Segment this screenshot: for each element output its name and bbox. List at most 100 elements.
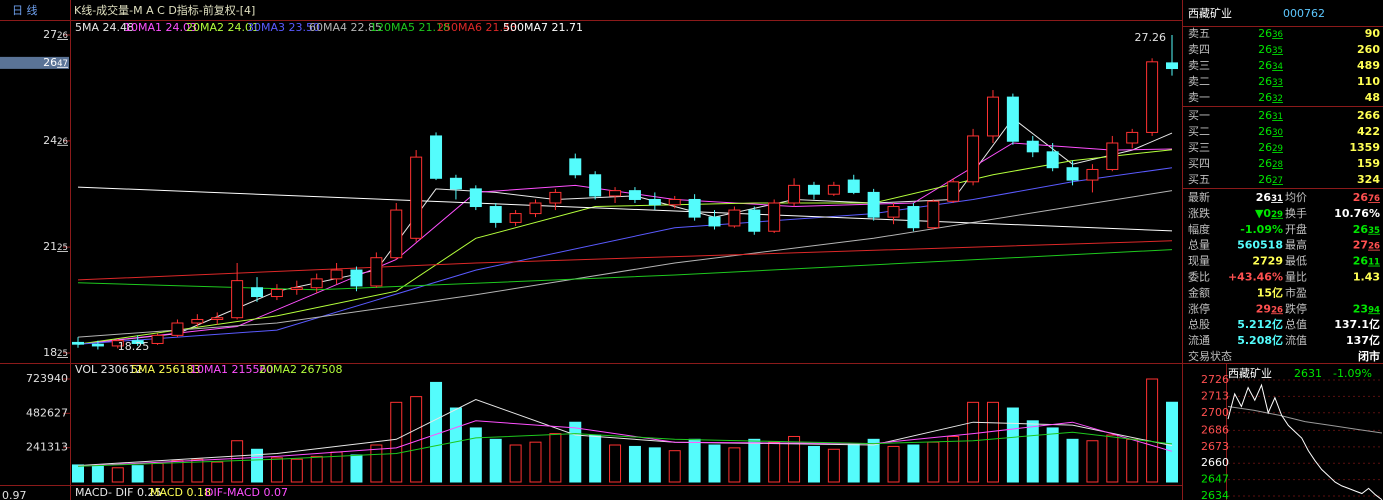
- stat-label: 跌停: [1285, 301, 1307, 315]
- y-tick-label: 1825: [43, 346, 68, 359]
- volume-bar: [72, 464, 84, 483]
- book-price: 2627: [1258, 173, 1283, 186]
- candle-body: [151, 334, 164, 344]
- stat-label: 总量: [1188, 238, 1210, 252]
- macd-legend: DIF-MACD 0.07: [205, 486, 288, 499]
- book-volume: 489: [1357, 59, 1380, 72]
- book-volume: 159: [1357, 157, 1380, 170]
- stat-value: +43.46%: [1228, 271, 1283, 284]
- mini-tick-label: 2660: [1201, 456, 1229, 469]
- candle-body: [1086, 168, 1099, 181]
- volume-bar: [907, 444, 920, 483]
- book-label: 买一: [1188, 109, 1210, 122]
- volume-bar: [1166, 401, 1178, 483]
- volume-bar: [867, 438, 880, 483]
- candle-body: [947, 181, 960, 202]
- stat-label: 总股: [1188, 317, 1210, 331]
- stat-label: 量比: [1285, 271, 1307, 284]
- volume-bar: [251, 448, 264, 483]
- candle-body: [330, 269, 343, 280]
- stat-label: 开盘: [1285, 222, 1307, 236]
- volume-bar: [887, 445, 900, 483]
- volume-bar: [947, 435, 960, 483]
- stat-label: 涨跌: [1188, 206, 1210, 220]
- ma-legend: 20MA2 24.01: [186, 21, 259, 34]
- book-label: 卖五: [1188, 27, 1210, 40]
- book-price: 2636: [1258, 27, 1283, 40]
- book-label: 卖二: [1188, 75, 1210, 88]
- book-volume: 48: [1365, 91, 1380, 104]
- stat-label: 流通: [1188, 333, 1210, 347]
- volume-bar: [370, 444, 383, 483]
- candle-body: [847, 179, 860, 193]
- y-tick-label: 2125: [43, 240, 68, 253]
- candle-body: [967, 135, 980, 183]
- stat-value: 560518: [1237, 239, 1283, 252]
- y-tick-label: 2726: [43, 28, 68, 41]
- candle-body: [1106, 142, 1119, 170]
- candle-body: [231, 280, 244, 319]
- stock-code: 000762: [1283, 7, 1325, 20]
- candle-body: [131, 340, 144, 344]
- candle-body: [1006, 96, 1019, 142]
- candle-body: [251, 287, 264, 298]
- stat-value: 1.43: [1353, 271, 1380, 284]
- stat-value: ▼029: [1255, 207, 1283, 220]
- vol-ma-line: [77, 431, 1173, 467]
- book-volume: 422: [1357, 125, 1380, 138]
- volume-bar: [489, 438, 502, 483]
- indicator-title[interactable]: K线-成交量-M A C D指标-前复权-[4]: [74, 3, 255, 17]
- candle-body: [728, 209, 741, 227]
- stat-label: 市盈: [1285, 285, 1307, 299]
- candle-body: [1066, 167, 1079, 181]
- stat-label: 涨停: [1188, 301, 1210, 315]
- book-price: 2635: [1258, 43, 1283, 56]
- volume-bar: [211, 461, 224, 483]
- stat-label: 交易状态: [1188, 349, 1232, 363]
- candle-body: [1146, 61, 1159, 133]
- volume-bar: [788, 435, 801, 483]
- book-price: 2630: [1258, 125, 1283, 138]
- volume-bar: [449, 407, 462, 483]
- high-label: 27.26: [1135, 31, 1167, 44]
- candle-body: [788, 184, 801, 204]
- current-price-box: [0, 56, 69, 69]
- volume-bar: [231, 440, 244, 483]
- candle-body: [549, 191, 562, 204]
- candle-body: [430, 135, 443, 179]
- candle-body: [529, 202, 542, 215]
- volume-bar: [807, 445, 820, 483]
- mini-tick-label: 2700: [1201, 406, 1229, 419]
- macd-tick: 0.97: [2, 489, 27, 500]
- mini-tick-label: 2634: [1201, 489, 1229, 500]
- volume-bar: [509, 444, 522, 483]
- volume-bar: [151, 463, 164, 483]
- volume-bar: [290, 458, 303, 483]
- candle-body: [569, 158, 582, 176]
- period[interactable]: 日 线: [12, 3, 38, 17]
- candle-body: [986, 96, 999, 137]
- stat-label: 幅度: [1188, 222, 1210, 236]
- volume-bar: [668, 450, 681, 483]
- candle-body: [211, 317, 224, 320]
- volume-bar: [927, 441, 940, 483]
- vol-tick-label: 482627: [26, 406, 68, 419]
- volume-bar: [609, 444, 622, 483]
- book-label: 买三: [1188, 141, 1210, 154]
- candle-body: [867, 191, 880, 218]
- candle-body: [191, 318, 204, 324]
- book-volume: 266: [1357, 109, 1380, 122]
- volume-bar: [171, 460, 184, 483]
- book-price: 2628: [1258, 157, 1283, 170]
- mini-tick-label: 2647: [1201, 473, 1229, 486]
- volume-bar: [648, 447, 661, 483]
- volume-bar: [827, 448, 840, 483]
- stat-label: 最低: [1285, 255, 1307, 268]
- low-label: 18.25: [118, 340, 150, 353]
- book-volume: 260: [1357, 43, 1380, 56]
- vol-legend: 5MA 256183: [131, 363, 201, 376]
- stat-label: 委比: [1188, 271, 1210, 284]
- book-label: 买五: [1188, 173, 1210, 186]
